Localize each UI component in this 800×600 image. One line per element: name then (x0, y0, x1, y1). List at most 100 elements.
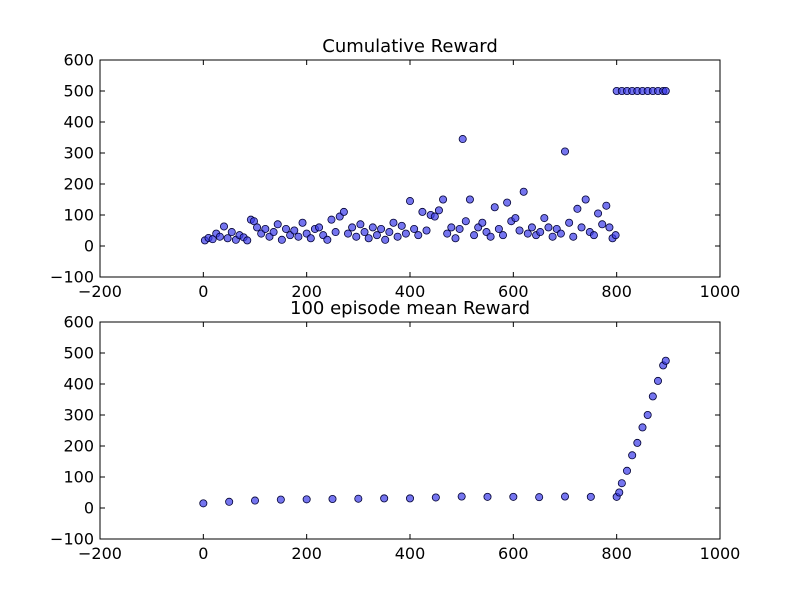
data-point (250, 496, 259, 505)
data-point (573, 204, 582, 213)
data-point (602, 201, 611, 210)
x-tick-label: 400 (395, 544, 426, 563)
data-point (556, 229, 565, 238)
data-point (548, 232, 557, 241)
y-tick-label: 400 (63, 375, 94, 394)
y-axis: −100 0 100 200 300 400 500 600 (50, 313, 720, 549)
data-point (486, 232, 495, 241)
data-point (617, 479, 626, 488)
x-tick-label: 200 (291, 544, 322, 563)
data-point (605, 223, 614, 232)
data-point (439, 195, 448, 204)
x-tick-label: 0 (198, 544, 208, 563)
data-point (451, 234, 460, 243)
x-tick-label: −200 (78, 282, 122, 301)
x-axis: −200 0 200 400 600 800 1000 (78, 322, 740, 563)
data-point (323, 235, 332, 244)
x-tick-label: 600 (498, 544, 529, 563)
data-point (368, 223, 377, 232)
data-point (654, 376, 663, 385)
data-point (628, 451, 637, 460)
data-point (565, 218, 574, 227)
y-tick-label: 200 (63, 175, 94, 194)
y-axis: −100 0 100 200 300 400 500 600 (50, 51, 720, 287)
data-point (372, 231, 381, 240)
x-tick-label: 1000 (700, 544, 741, 563)
data-point (215, 232, 224, 241)
x-tick-label: 1000 (700, 282, 741, 301)
x-tick-label: 0 (198, 282, 208, 301)
data-point (356, 220, 365, 229)
y-tick-label: 500 (63, 344, 94, 363)
data-point (483, 492, 492, 501)
data-point (389, 218, 398, 227)
data-point (223, 234, 232, 243)
y-tick-label: 100 (63, 206, 94, 225)
data-point (315, 223, 324, 232)
y-tick-label: 0 (84, 237, 94, 256)
data-point (561, 147, 570, 156)
data-point (343, 229, 352, 238)
data-point (430, 212, 439, 221)
data-point (381, 235, 390, 244)
data-point (277, 235, 286, 244)
data-point (273, 220, 282, 229)
data-point (536, 228, 545, 237)
data-point (302, 495, 311, 504)
data-point (594, 209, 603, 218)
data-point (281, 224, 290, 233)
data-point (208, 235, 217, 244)
data-point (589, 231, 598, 240)
data-point (431, 493, 440, 502)
data-point (586, 492, 595, 501)
data-point (523, 229, 532, 238)
data-point (490, 203, 499, 212)
data-point (535, 493, 544, 502)
data-point (478, 218, 487, 227)
data-point (225, 497, 234, 506)
x-tick-label: −200 (78, 544, 122, 563)
y-tick-label: 100 (63, 468, 94, 487)
data-point (269, 228, 278, 237)
data-point (352, 232, 361, 241)
data-point (327, 215, 336, 224)
data-point (615, 488, 624, 497)
data-points (200, 87, 670, 245)
data-point (498, 231, 507, 240)
data-point (364, 234, 373, 243)
data-point (519, 187, 528, 196)
data-point (377, 224, 386, 233)
y-tick-label: 500 (63, 82, 94, 101)
data-point (611, 231, 620, 240)
data-point (306, 234, 315, 243)
data-point (455, 224, 464, 233)
data-point (661, 87, 670, 96)
data-point (243, 236, 252, 245)
data-point (503, 198, 512, 207)
data-point (385, 228, 394, 237)
data-point (348, 223, 357, 232)
data-point (298, 218, 307, 227)
data-point (623, 466, 632, 475)
data-point (569, 232, 578, 241)
data-point (465, 195, 474, 204)
data-point (661, 356, 670, 365)
data-point (219, 222, 228, 231)
data-point (581, 195, 590, 204)
data-point (418, 207, 427, 216)
data-point (328, 495, 337, 504)
data-point (380, 494, 389, 503)
data-point (294, 232, 303, 241)
y-tick-label: 600 (63, 51, 94, 70)
y-tick-label: 300 (63, 406, 94, 425)
data-point (393, 232, 402, 241)
data-point (470, 231, 479, 240)
data-point (410, 224, 419, 233)
data-point (443, 229, 452, 238)
data-point (261, 224, 270, 233)
data-point (577, 223, 586, 232)
plot-mean-reward: 100 episode mean Reward −200 0 200 400 600 80… (50, 298, 740, 563)
data-point (414, 231, 423, 240)
data-point (339, 207, 348, 216)
